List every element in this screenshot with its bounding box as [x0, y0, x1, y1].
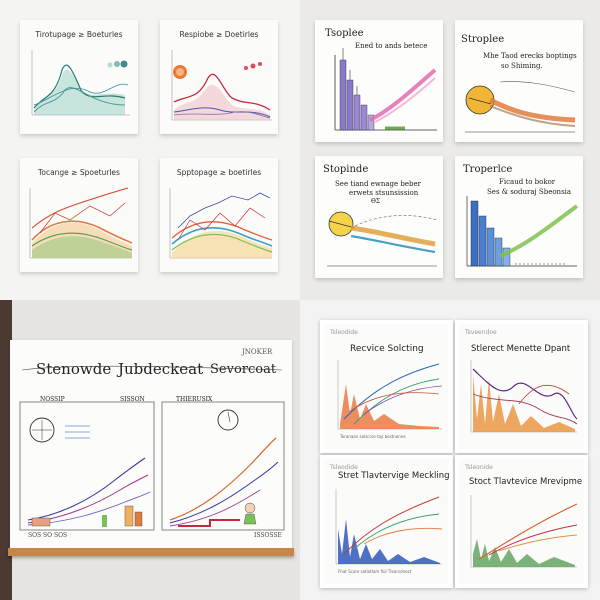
framed-chart-3: Tsleodide Stret Tlavtervige Meckling Fha… [320, 455, 453, 588]
whiteboard-sheet: Stenowde Jubdeckeat Sevorcoat JNOKER NOS… [10, 340, 292, 548]
sketch-card-2-subtitle: Mhe Taod erecks boptings [483, 52, 577, 60]
chart-card-3-plot [29, 187, 133, 259]
chart-card-2-title: Respiobe ≥ Doetirles [179, 30, 259, 39]
framed-chart-1-title: Recvice Solcting [350, 344, 424, 354]
right-chart-label: THIERUSIX [176, 396, 213, 403]
chart-card-1-plot [31, 50, 130, 116]
panel-top-left: Tirotupage ≥ Boeturles Respiobe ≥ Doetir… [0, 0, 300, 300]
sketch-card-2-subtitle2: so Shiming. [501, 62, 543, 70]
sheet-title-mid: Jubdeckeat [118, 360, 204, 378]
sketch-card-2-title: Stroplee [461, 34, 505, 45]
chart-card-4-plot [169, 188, 273, 259]
framed-chart-4: Tsleonide Stoct Tlavtevice Mrevipme [455, 455, 588, 588]
chart-card-3: Tocange ≥ Spoeturles [20, 158, 138, 272]
framed-chart-1-footer: Toranaan solscrse tay bestnonne [340, 434, 406, 439]
easel-ledge [8, 548, 294, 556]
sheet-footer-left: SOS SO SOS [28, 532, 68, 539]
sketch-card-3-subtitle3: ΘΣ [371, 198, 381, 205]
chart-card-2: Respiobe ≥ Doetirles [160, 20, 278, 134]
framed-chart-3-footer: Fhat Scare sotiotlam fiol Tlearsdnest [338, 569, 412, 574]
left-chart-label2: SISSON [120, 396, 145, 403]
door-frame [0, 300, 12, 600]
sketch-card-3-subtitle: See tiand ewnage beber [335, 180, 422, 188]
framed-chart-4-tag: Tsleonide [465, 464, 493, 471]
framed-chart-1: Tsleodide Recvice Solcting Toranaan sols… [320, 320, 453, 453]
sketch-card-4: Troperlce Ficaud to bokor Ses & soduraj … [455, 156, 583, 278]
sketch-card-3-title: Stopinde [323, 164, 369, 175]
panel-bottom-right: Tsleodide Recvice Solcting Toranaan sols… [300, 300, 600, 600]
sketch-card-3: Stopinde See tiand ewnage beber erwets s… [315, 156, 443, 278]
sketch-card-1-subtitle: Ened to ands betece [355, 42, 428, 50]
sheet-footer-right: ISSOSSE [254, 532, 282, 539]
left-chart-label: NOSSIP [40, 396, 65, 403]
sketch-card-2-plot [465, 81, 576, 133]
panel-top-right: Tsoplee Ened to ands betece Stroplee Mhe… [300, 0, 600, 300]
sketch-card-4-subtitle2: Ses & soduraj Sbeonsia [487, 188, 572, 196]
chart-card-4-title: Spptopage ≥ boetirles [176, 168, 262, 177]
sketch-card-1-plot [334, 48, 437, 131]
sketch-card-1-title: Tsoplee [325, 28, 364, 39]
framed-chart-3-title: Stret Tlavtervige Meckling [338, 471, 450, 481]
chart-card-1-title: Tirotupage ≥ Boeturles [35, 30, 123, 39]
framed-chart-2-plot [470, 360, 578, 433]
framed-chart-2-tag: Tsveendoe [465, 329, 497, 336]
sheet-note-top: JNOKER [242, 348, 273, 356]
framed-chart-4-plot [470, 495, 578, 568]
framed-chart-1-plot [337, 360, 443, 430]
sketch-card-2: Stroplee Mhe Taod erecks boptings so Shi… [455, 20, 583, 142]
whiteboard-plots [19, 365, 285, 531]
sheet-title-left: Stenowde [36, 360, 112, 378]
framed-chart-2-title: Stlerect Menette Dpant [471, 344, 571, 354]
chart-card-2-plot [171, 50, 272, 121]
sketch-card-3-subtitle2: erwets stsunsission [349, 189, 419, 197]
framed-chart-3-tag: Tsleodide [330, 464, 358, 471]
framed-chart-3-plot [335, 489, 443, 565]
sketch-card-4-subtitle: Ficaud to bokor [499, 178, 556, 186]
sketch-card-1: Tsoplee Ened to ands betece [315, 20, 443, 142]
sheet-title-right: Sevorcoat [210, 362, 277, 377]
chart-card-4: Spptopage ≥ boetirles [160, 158, 278, 272]
sketch-card-4-plot [466, 196, 579, 267]
framed-chart-1-tag: Tsleodide [330, 329, 358, 336]
framed-chart-2: Tsveendoe Stlerect Menette Dpant [455, 320, 588, 453]
chart-card-3-title: Tocange ≥ Spoeturles [38, 168, 120, 177]
sketch-card-4-title: Troperlce [463, 164, 513, 175]
chart-card-1: Tirotupage ≥ Boeturles [20, 20, 138, 134]
framed-chart-4-title: Stoct Tlavtevice Mrevipme [469, 477, 583, 487]
panel-bottom-left: Stenowde Jubdeckeat Sevorcoat JNOKER NOS… [0, 300, 300, 600]
sketch-card-3-plot [327, 211, 438, 267]
